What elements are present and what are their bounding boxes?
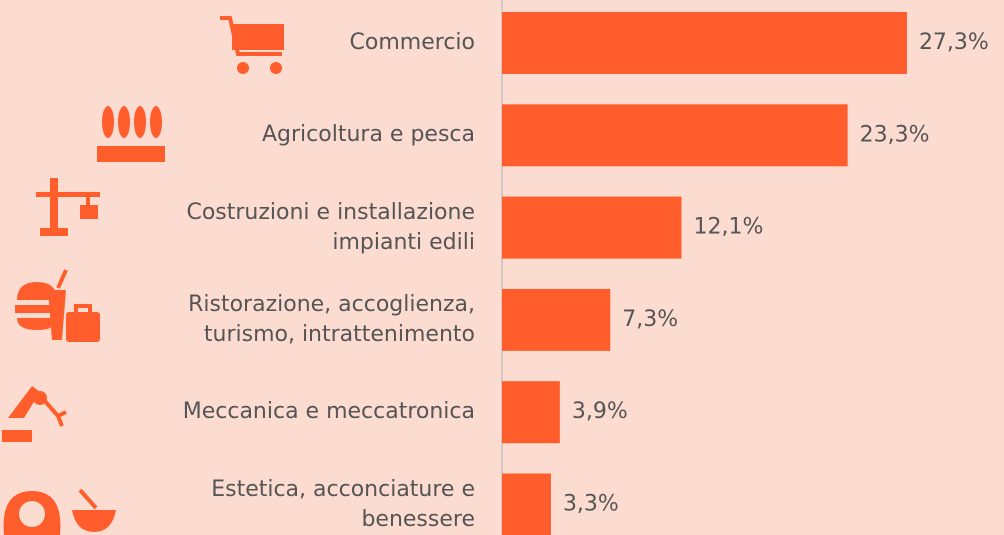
bar xyxy=(502,381,560,444)
value-label: 27,3% xyxy=(919,30,989,55)
value-label: 3,3% xyxy=(563,492,619,517)
category-label: Costruzioni e installazione impianti edi… xyxy=(186,199,475,255)
bar xyxy=(502,473,551,535)
category-label: Meccanica e meccatronica xyxy=(182,399,475,425)
beauty-icon xyxy=(3,488,116,535)
bar xyxy=(502,12,907,74)
value-label: 23,3% xyxy=(860,122,930,147)
crane-icon xyxy=(36,178,100,236)
value-label: 12,1% xyxy=(693,215,763,240)
value-label: 7,3% xyxy=(622,307,678,332)
category-label: Ristorazione, accoglienza, turismo, intr… xyxy=(188,291,475,347)
food-travel-icon xyxy=(15,269,100,342)
bar xyxy=(502,104,848,167)
bar xyxy=(502,196,682,259)
category-label: Agricoltura e pesca xyxy=(262,122,475,148)
category-label: Commercio xyxy=(349,30,475,55)
bar xyxy=(502,288,611,351)
wheat-icon xyxy=(97,106,165,162)
cart-icon xyxy=(220,16,284,74)
value-label: 3,9% xyxy=(572,399,628,424)
robot-arm-icon xyxy=(2,386,67,442)
category-label: Estetica, acconciature e benessere xyxy=(211,476,475,532)
